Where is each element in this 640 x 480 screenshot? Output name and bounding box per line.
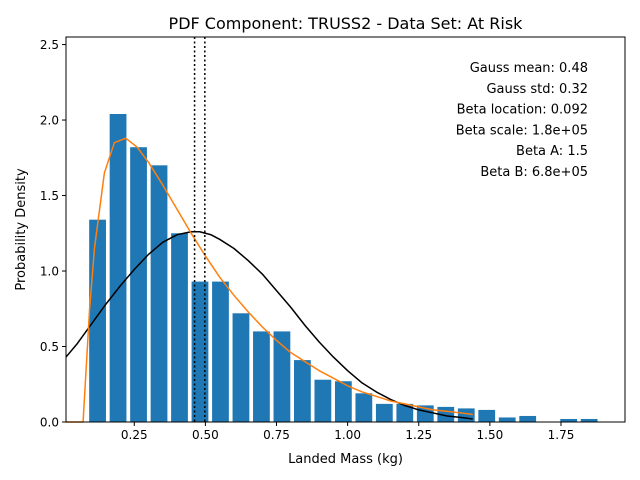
y-tick-label: 1.0 bbox=[40, 265, 59, 279]
beta-curve bbox=[66, 137, 473, 423]
annotation-line: Gauss std: 0.32 bbox=[486, 82, 588, 97]
x-tick-label: 1.00 bbox=[334, 428, 361, 442]
x-axis: 0.25 0.50 0.75 1.00 1.25 1.50 1.75 bbox=[121, 422, 574, 442]
annotation-line: Beta location: 0.092 bbox=[457, 103, 588, 118]
bar bbox=[396, 403, 414, 422]
bar bbox=[294, 360, 311, 422]
bar bbox=[457, 408, 475, 422]
bar bbox=[89, 219, 106, 422]
bar bbox=[253, 331, 270, 422]
x-axis-label: Landed Mass (kg) bbox=[288, 452, 403, 467]
bars-layer bbox=[89, 114, 598, 422]
y-tick-label: 2.0 bbox=[40, 114, 59, 128]
bar bbox=[498, 417, 516, 422]
plot-frame bbox=[65, 36, 626, 423]
y-axis-label: Probability Density bbox=[14, 168, 29, 291]
x-tick-label: 0.50 bbox=[192, 428, 219, 442]
annotation-line: Beta A: 1.5 bbox=[516, 144, 588, 159]
bar bbox=[109, 114, 127, 422]
bar bbox=[232, 313, 250, 422]
x-tick-label: 1.50 bbox=[477, 428, 504, 442]
x-tick-label: 1.75 bbox=[548, 428, 575, 442]
bar bbox=[560, 418, 578, 422]
y-axis: 0.0 0.5 1.0 1.5 2.0 2.5 bbox=[40, 38, 66, 430]
y-tick-label: 0.5 bbox=[40, 340, 59, 354]
annotation-line: Beta scale: 1.8e+05 bbox=[456, 123, 588, 138]
y-tick-label: 0.0 bbox=[40, 416, 59, 430]
bar bbox=[171, 233, 188, 422]
y-tick-label: 2.5 bbox=[40, 38, 59, 52]
annotations: Gauss mean: 0.48 Gauss std: 0.32 Beta loca… bbox=[456, 61, 588, 180]
bar bbox=[375, 403, 393, 422]
bar bbox=[334, 381, 352, 422]
vlines-layer bbox=[193, 37, 206, 422]
bar bbox=[580, 418, 598, 422]
x-tick-label: 0.75 bbox=[263, 428, 290, 442]
bar bbox=[273, 331, 291, 422]
annotation-line: Beta B: 6.8e+05 bbox=[480, 165, 588, 180]
bar bbox=[314, 379, 332, 422]
bar bbox=[519, 415, 537, 422]
gauss-curve bbox=[65, 231, 473, 420]
lines-layer bbox=[65, 137, 473, 423]
bar bbox=[212, 281, 229, 422]
chart-title: PDF Component: TRUSS2 - Data Set: At Ris… bbox=[169, 14, 524, 33]
x-tick-label: 0.25 bbox=[121, 428, 148, 442]
bar bbox=[478, 409, 496, 422]
bar bbox=[150, 165, 168, 422]
annotation-line: Gauss mean: 0.48 bbox=[470, 61, 588, 76]
y-tick-label: 1.5 bbox=[40, 189, 59, 203]
bar bbox=[130, 147, 147, 422]
x-tick-label: 1.25 bbox=[405, 428, 432, 442]
bar bbox=[355, 393, 373, 422]
